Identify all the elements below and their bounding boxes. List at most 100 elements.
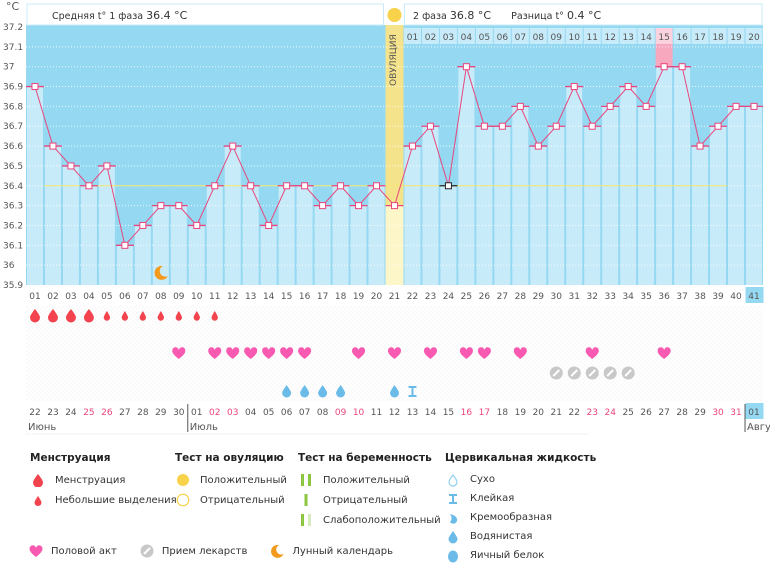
negative-pregnancy-icon [298, 493, 314, 507]
temperature-point [462, 63, 470, 71]
medication-icon-stripe [606, 369, 614, 377]
spotting-icon [211, 311, 218, 321]
cycle-day-label: 39 [712, 292, 724, 302]
calendar-date-label: 11 [371, 408, 382, 418]
phase2-header-box [403, 3, 763, 26]
phase2-day-label: 13 [622, 33, 633, 43]
temperature-column [278, 185, 295, 285]
cycle-day-label: 21 [389, 292, 400, 302]
y-tick-label: 36.5 [3, 162, 23, 172]
phase2-day-cell [475, 28, 493, 44]
phase2-day-cell [601, 28, 619, 44]
calendar-date-label: 20 [533, 408, 545, 418]
temperature-column [368, 185, 385, 285]
medication-icon-stripe [588, 369, 596, 377]
medication-icon-stripe [570, 369, 578, 377]
cycle-day-label: 31 [569, 292, 580, 302]
cycle-day-label: 14 [263, 292, 275, 302]
legend-item: Кремообразная [445, 508, 596, 527]
phase2-day-cell [691, 28, 709, 44]
temperature-column [746, 106, 762, 285]
phase2-day-label: 03 [443, 33, 454, 43]
spotting-icon [193, 311, 200, 321]
temperature-point [85, 182, 93, 190]
calendar-date-label: 06 [281, 408, 293, 418]
blood-drop-icon [30, 473, 46, 487]
temperature-column [350, 205, 367, 285]
y-tick-label: 36.2 [3, 221, 23, 231]
positive-ovulation-test-icon [387, 8, 402, 22]
calendar-date-label: 19 [515, 408, 527, 418]
intercourse-icon [244, 347, 258, 359]
cycle-day-label: 28 [515, 292, 527, 302]
intercourse-icon [226, 347, 240, 359]
calendar-date-label: 28 [137, 408, 149, 418]
temperature-column [494, 126, 511, 285]
ovulation-column-lower [385, 205, 404, 285]
watery-fluid-icon [300, 385, 310, 398]
phase2-day-cell [619, 28, 637, 44]
cycle-day-label: 30 [551, 292, 563, 302]
calendar-date-label: 05 [263, 408, 274, 418]
cycle-day-label: 22 [407, 292, 418, 302]
spotting-icon [103, 311, 111, 321]
phase2-average-value: 36.8 °C [449, 9, 492, 22]
spotting-icon [157, 311, 165, 321]
egg-white-icon [445, 549, 461, 563]
y-tick-label: 37.1 [3, 43, 23, 53]
temperature-point [588, 122, 596, 130]
y-tick-label: 36.6 [3, 142, 23, 152]
cycle-day-label: 26 [479, 292, 491, 302]
cycle-day-label: 40 [730, 292, 742, 302]
y-tick-label: 36.1 [3, 241, 23, 251]
temperature-point [750, 102, 758, 110]
dry-icon [445, 473, 461, 487]
temperature-point [121, 241, 129, 249]
cycle-day-label: 08 [155, 292, 167, 302]
calendar-date-label: 31 [730, 408, 741, 418]
temperature-point [301, 182, 309, 190]
cycle-day-label: 37 [676, 292, 687, 302]
calendar-date-label: 09 [335, 408, 347, 418]
calendar-date-label: 02 [209, 408, 220, 418]
legend-item: Небольшие выделения [30, 490, 177, 510]
phase2-day-label: 12 [604, 33, 615, 43]
temperature-point [283, 182, 291, 190]
calendar-date-label: 07 [299, 408, 310, 418]
temperature-point [193, 221, 201, 229]
y-tick-label: 36 [3, 261, 15, 271]
calendar-date-label: 16 [461, 408, 473, 418]
y-tick-label: 37 [3, 63, 14, 73]
cycle-day-label: 32 [587, 292, 598, 302]
phase2-day-cell [745, 28, 763, 44]
spotting-icon [139, 311, 147, 321]
temperature-point [498, 122, 506, 130]
y-unit-label: °C [6, 0, 20, 13]
ovulation-label: ОВУЛЯЦИЯ [386, 34, 402, 86]
temperature-point [678, 63, 686, 71]
temperature-column [710, 126, 727, 285]
menstruation-icon [83, 309, 94, 323]
cycle-day-label: 18 [335, 292, 347, 302]
pill-icon [139, 544, 155, 558]
temperature-point [355, 202, 363, 210]
positive-ovulation-icon [175, 473, 191, 487]
temperature-point [373, 182, 381, 190]
bbt-chart: 01 02 03 04 05 06 07 08 09 10 11 12 13 14 15 16 17 18 19 20… [3, 3, 770, 435]
phase1-average-label: Средняя t° 1 фаза [52, 11, 144, 22]
cycle-day-label: 25 [461, 292, 472, 302]
watery-fluid-icon [336, 385, 346, 398]
intercourse-icon [459, 347, 473, 359]
temperature-point [31, 83, 39, 91]
phase2-day-cell [529, 28, 547, 44]
phase2-day-cell [511, 28, 529, 44]
phase2-day-cell [493, 28, 511, 44]
temperature-column [602, 106, 619, 285]
temperature-column [728, 106, 745, 285]
temperature-column [188, 225, 205, 285]
legend-other: Половой акт Прием лекарств Лунный календ… [28, 544, 415, 558]
calendar-date-label: 30 [712, 408, 724, 418]
cycle-day-label: 36 [658, 292, 670, 302]
cycle-day-label: 29 [533, 292, 545, 302]
phase2-day-label: 17 [694, 33, 705, 43]
